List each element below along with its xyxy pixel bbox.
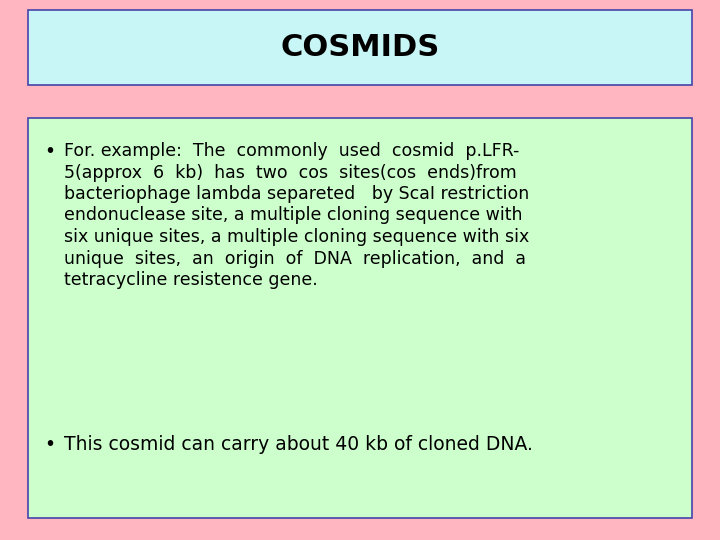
Text: tetracycline resistence gene.: tetracycline resistence gene. [64,271,318,289]
Text: This cosmid can carry about 40 kb of cloned DNA.: This cosmid can carry about 40 kb of clo… [64,435,533,454]
Text: 5(approx  6  kb)  has  two  cos  sites(cos  ends)from: 5(approx 6 kb) has two cos sites(cos end… [64,164,517,181]
Text: •: • [44,142,55,161]
Text: endonuclease site, a multiple cloning sequence with: endonuclease site, a multiple cloning se… [64,206,523,225]
Text: For. example:  The  commonly  used  cosmid  p.LFR-: For. example: The commonly used cosmid p… [64,142,519,160]
FancyBboxPatch shape [28,118,692,518]
Text: six unique sites, a multiple cloning sequence with six: six unique sites, a multiple cloning seq… [64,228,529,246]
Text: bacteriophage lambda separeted   by ScaI restriction: bacteriophage lambda separeted by ScaI r… [64,185,529,203]
Text: COSMIDS: COSMIDS [280,33,440,62]
Text: •: • [44,435,55,454]
Text: unique  sites,  an  origin  of  DNA  replication,  and  a: unique sites, an origin of DNA replicati… [64,249,526,267]
FancyBboxPatch shape [28,10,692,85]
